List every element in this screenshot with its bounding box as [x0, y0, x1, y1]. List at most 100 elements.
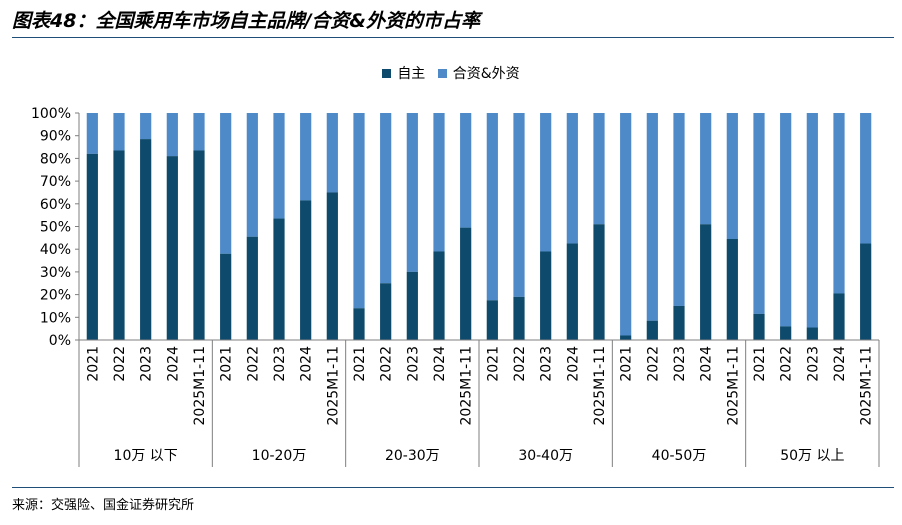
bar-foreign: [460, 113, 472, 228]
y-tick-label: 90%: [40, 129, 71, 145]
bar-foreign: [353, 113, 365, 309]
x-category-label: 2021: [485, 346, 501, 382]
x-category-label: 2025M1-11: [325, 346, 341, 425]
x-group-label: 30-40万: [518, 448, 573, 464]
x-category-label: 2023: [805, 346, 821, 382]
x-group-label: 10万 以下: [114, 448, 178, 464]
chart-title: 图表48：全国乘用车市场自主品牌/合资&外资的市占率: [12, 10, 480, 32]
x-category-label: 2025M1-11: [459, 346, 475, 425]
y-tick-label: 50%: [40, 220, 71, 236]
bar-domestic: [646, 320, 658, 340]
bar-domestic: [566, 243, 578, 340]
x-category-label: 2021: [619, 346, 635, 382]
y-tick-label: 80%: [40, 151, 71, 167]
bar-domestic: [433, 251, 445, 340]
legend-swatch-domestic: [382, 68, 392, 78]
bar-domestic: [780, 326, 792, 340]
bar-foreign: [486, 113, 498, 301]
bar-foreign: [780, 113, 792, 327]
bar-domestic: [406, 271, 418, 340]
bar-foreign: [753, 113, 765, 314]
bar-foreign: [566, 113, 578, 244]
x-category-label: 2022: [112, 346, 128, 382]
bar-foreign: [593, 113, 605, 225]
bar-foreign: [646, 113, 658, 321]
bar-domestic: [193, 150, 205, 340]
x-category-label: 2022: [245, 346, 261, 382]
y-tick-label: 30%: [40, 265, 71, 281]
bar-foreign: [326, 113, 338, 193]
bar-domestic: [673, 305, 685, 340]
bar-domestic: [753, 313, 765, 340]
bar-domestic: [513, 296, 525, 340]
legend-label-foreign: 合资&外资: [452, 66, 520, 82]
bar-domestic: [460, 227, 472, 340]
bar-foreign: [220, 113, 232, 254]
x-category-label: 2022: [645, 346, 661, 382]
y-tick-label: 60%: [40, 197, 71, 213]
legend-swatch-foreign: [437, 68, 447, 78]
bar-domestic: [353, 308, 365, 340]
bar-foreign: [540, 113, 552, 252]
x-category-label: 2025M1-11: [192, 346, 208, 425]
legend-item-foreign: 合资&外资: [437, 63, 520, 83]
bar-foreign: [673, 113, 685, 306]
x-group-label: 40-50万: [652, 448, 707, 464]
x-category-label: 2025M1-11: [592, 346, 608, 425]
bar-domestic: [220, 253, 232, 340]
legend: 自主 合资&外资: [0, 63, 902, 83]
source-note: 来源：交强险、国金证券研究所: [12, 498, 195, 513]
y-tick-label: 70%: [40, 174, 71, 190]
x-category-label: 2025M1-11: [725, 346, 741, 425]
x-group-label: 10-20万: [252, 448, 307, 464]
bar-foreign: [113, 113, 125, 151]
bar-domestic: [140, 139, 152, 340]
bar-foreign: [246, 113, 258, 237]
bar-domestic: [833, 293, 845, 340]
x-group-label: 20-30万: [385, 448, 440, 464]
bar-foreign: [833, 113, 845, 294]
bar-foreign: [166, 113, 178, 157]
x-category-label: 2022: [379, 346, 395, 382]
bar-domestic: [540, 251, 552, 340]
bar-foreign: [86, 113, 98, 154]
bar-foreign: [300, 113, 312, 201]
bar-domestic: [380, 283, 392, 340]
x-category-label: 2022: [512, 346, 528, 382]
bar-foreign: [380, 113, 392, 284]
x-category-label: 2021: [752, 346, 768, 382]
source-divider: [12, 487, 894, 488]
legend-label-domestic: 自主: [397, 66, 426, 82]
x-category-label: 2023: [539, 346, 555, 382]
x-category-label: 2022: [779, 346, 795, 382]
bar-domestic: [166, 156, 178, 340]
x-category-label: 2021: [85, 346, 101, 382]
bar-domestic: [86, 153, 98, 340]
x-category-label: 2023: [272, 346, 288, 382]
x-group-label: 50万 以上: [780, 448, 844, 464]
bar-foreign: [513, 113, 525, 297]
bar-foreign: [700, 113, 712, 225]
x-category-label: 2024: [565, 346, 581, 382]
bar-foreign: [806, 113, 818, 328]
bar-foreign: [620, 113, 632, 336]
bar-foreign: [140, 113, 152, 140]
y-tick-label: 20%: [40, 288, 71, 304]
x-category-label: 2023: [405, 346, 421, 382]
bar-foreign: [406, 113, 418, 272]
x-category-label: 2024: [432, 346, 448, 382]
bar-domestic: [486, 300, 498, 340]
x-category-label: 2024: [832, 346, 848, 382]
x-category-label: 2024: [699, 346, 715, 382]
bar-foreign: [726, 113, 738, 239]
bar-domestic: [700, 224, 712, 340]
bar-domestic: [806, 327, 818, 340]
x-category-label: 2023: [672, 346, 688, 382]
bar-foreign: [273, 113, 285, 219]
bar-domestic: [620, 335, 632, 340]
legend-item-domestic: 自主: [382, 63, 425, 83]
y-tick-label: 10%: [40, 310, 71, 326]
bar-domestic: [246, 236, 258, 340]
title-divider: [12, 37, 894, 38]
x-category-label: 2024: [165, 346, 181, 382]
